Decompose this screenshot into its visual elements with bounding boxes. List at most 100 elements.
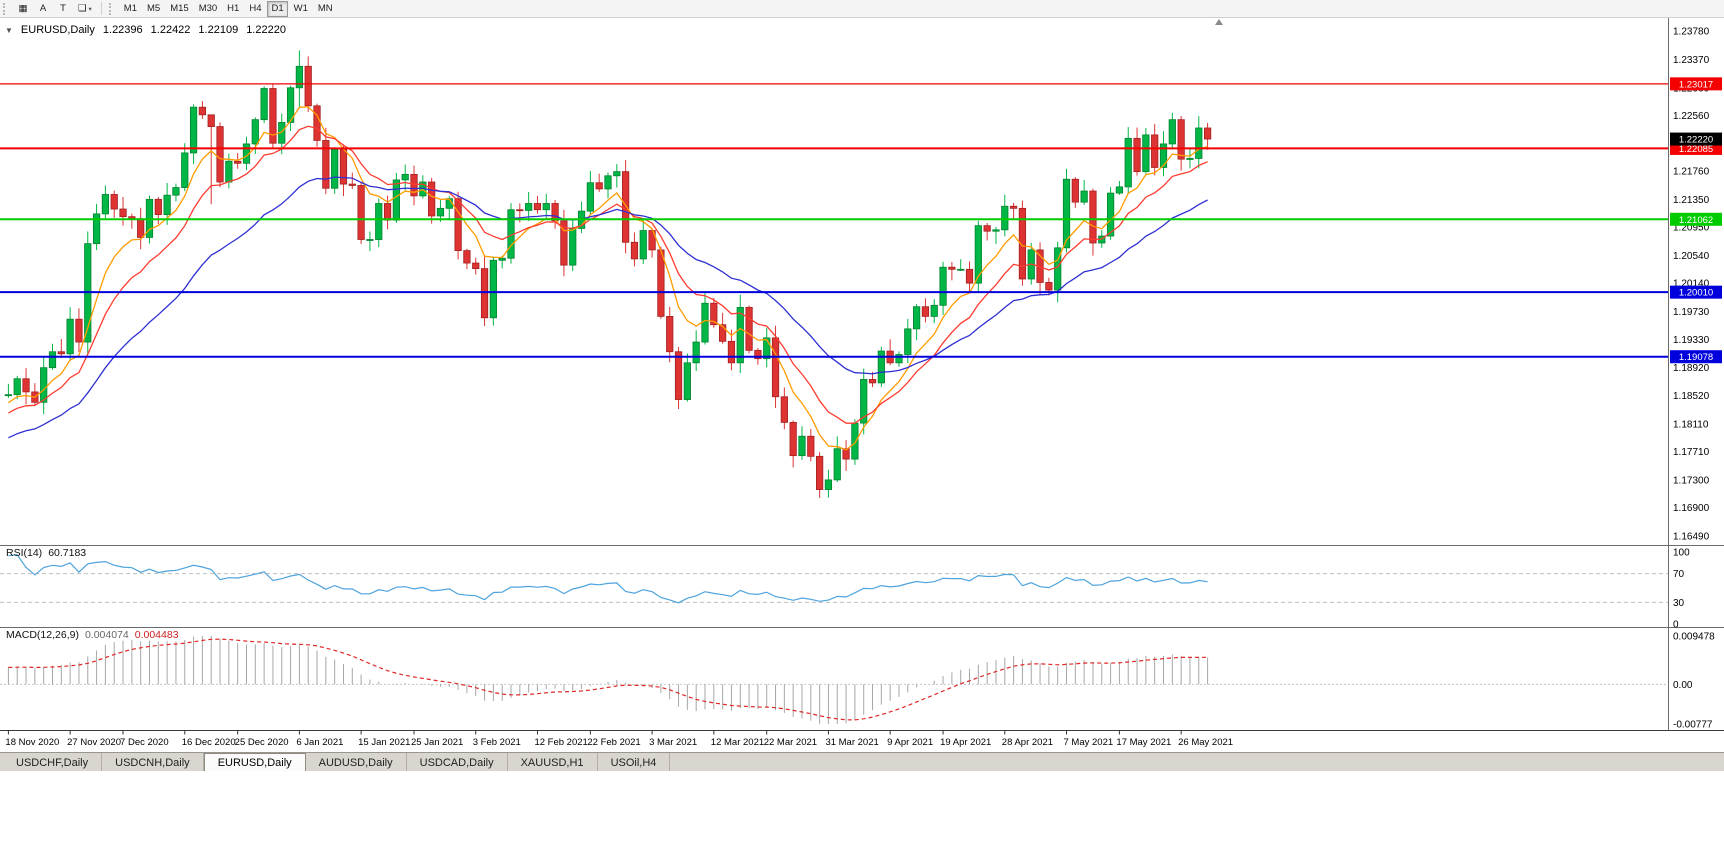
svg-text:3 Mar 2021: 3 Mar 2021 <box>649 737 697 748</box>
text-tool-button[interactable]: A <box>34 1 52 17</box>
chart-svg: 1.237801.233701.229601.225601.217601.213… <box>0 18 1724 748</box>
timeframe-mn[interactable]: MN <box>314 1 337 17</box>
svg-text:0: 0 <box>1673 620 1679 631</box>
svg-text:1.17300: 1.17300 <box>1673 475 1710 486</box>
rsi-value: 60.7183 <box>48 547 87 559</box>
svg-text:1.20950: 1.20950 <box>1673 223 1710 234</box>
svg-text:1.19730: 1.19730 <box>1673 307 1710 318</box>
hlines-layer <box>0 83 1669 358</box>
svg-text:1.22560: 1.22560 <box>1673 111 1710 122</box>
chart-canvas[interactable]: 1.237801.233701.229601.225601.217601.213… <box>0 18 1724 752</box>
toolbar-drag-handle-2[interactable] <box>108 2 115 15</box>
chart-symbol-label: EURUSD,Daily <box>20 24 95 36</box>
svg-text:15 Jan 2021: 15 Jan 2021 <box>358 737 410 748</box>
svg-text:7 May 2021: 7 May 2021 <box>1064 737 1114 748</box>
tab-usdcnh-daily[interactable]: USDCNH,Daily <box>102 753 204 771</box>
svg-text:1.18920: 1.18920 <box>1673 363 1710 374</box>
svg-text:6 Jan 2021: 6 Jan 2021 <box>296 737 343 748</box>
svg-text:17 May 2021: 17 May 2021 <box>1116 737 1171 748</box>
chart-shift-marker-icon[interactable] <box>1215 19 1223 25</box>
timeframe-m1[interactable]: M1 <box>120 1 141 17</box>
macd-value: 0.004074 <box>84 629 129 641</box>
timeframe-m30[interactable]: M30 <box>195 1 221 17</box>
timeframe-d1[interactable]: D1 <box>267 0 288 17</box>
indicator-guides-layer <box>0 573 1669 685</box>
svg-text:1.21760: 1.21760 <box>1673 166 1710 177</box>
dropdown-caret-icon: ▾ <box>88 5 92 13</box>
toolbar-separator-1 <box>100 2 102 15</box>
svg-text:1.18520: 1.18520 <box>1673 391 1710 402</box>
svg-text:27 Nov 2020: 27 Nov 2020 <box>67 737 121 748</box>
svg-text:1.19078: 1.19078 <box>1679 352 1713 363</box>
tab-usoil-h4[interactable]: USOil,H4 <box>598 753 671 771</box>
svg-text:12 Feb 2021: 12 Feb 2021 <box>534 737 587 748</box>
tab-eurusd-daily[interactable]: EURUSD,Daily <box>203 753 306 771</box>
rsi-name: RSI(14) <box>6 547 43 559</box>
timeframe-h4[interactable]: H4 <box>245 1 265 17</box>
svg-text:0.009478: 0.009478 <box>1673 632 1715 643</box>
svg-text:70: 70 <box>1673 569 1685 580</box>
timeframe-w1[interactable]: W1 <box>290 1 312 17</box>
svg-text:22 Mar 2021: 22 Mar 2021 <box>764 737 817 748</box>
axes-layer: 1.237801.233701.229601.225601.217601.213… <box>0 18 1724 731</box>
timeframe-h1[interactable]: H1 <box>223 1 243 17</box>
ohlc-high: 1.22422 <box>150 24 191 36</box>
svg-text:1.23017: 1.23017 <box>1679 79 1713 90</box>
svg-text:26 May 2021: 26 May 2021 <box>1178 737 1233 748</box>
timeframe-toolbar: M1 M5 M15 M30 H1 H4 D1 W1 MN <box>119 0 338 17</box>
svg-text:7 Dec 2020: 7 Dec 2020 <box>120 737 169 748</box>
objects-icon: ❏ <box>78 3 87 14</box>
svg-text:1.17710: 1.17710 <box>1673 447 1710 458</box>
tab-usdcad-daily[interactable]: USDCAD,Daily <box>407 753 508 771</box>
svg-text:100: 100 <box>1673 548 1690 559</box>
svg-text:1.16490: 1.16490 <box>1673 532 1710 543</box>
time-axis-layer: 18 Nov 2020 27 Nov 2020 7 Dec 2020 16 Dec 2… <box>5 730 1233 748</box>
svg-text:25 Dec 2020: 25 Dec 2020 <box>235 737 289 748</box>
tab-usdchf-daily[interactable]: USDCHF,Daily <box>3 753 103 771</box>
svg-text:0.00: 0.00 <box>1673 680 1693 691</box>
chart-ohlc-readout: ▼ EURUSD,Daily 1.22396 1.22422 1.22109 1… <box>5 24 286 36</box>
svg-text:30: 30 <box>1673 598 1685 609</box>
svg-text:1.18110: 1.18110 <box>1673 419 1709 430</box>
tab-audusd-daily[interactable]: AUDUSD,Daily <box>306 753 407 771</box>
timeframe-m5[interactable]: M5 <box>143 1 164 17</box>
svg-text:18 Nov 2020: 18 Nov 2020 <box>5 737 59 748</box>
macd-layer <box>7 636 1209 724</box>
moving-averages-layer <box>8 106 1208 451</box>
svg-text:1.23370: 1.23370 <box>1673 55 1710 66</box>
macd-label: MACD(12,26,9) 0.004074 0.004483 <box>6 629 179 641</box>
chart-grid-icon[interactable]: ▦ <box>14 1 32 17</box>
svg-text:1.21350: 1.21350 <box>1673 195 1710 206</box>
svg-text:1.20010: 1.20010 <box>1679 288 1713 299</box>
svg-text:1.23780: 1.23780 <box>1673 27 1710 38</box>
main-toolbar: ▦ A T ❏ ▾ M1 M5 M15 M30 H1 H4 D1 W1 MN <box>0 0 1724 18</box>
ohlc-low: 1.22109 <box>198 24 239 36</box>
type-tool-button[interactable]: T <box>54 1 72 17</box>
symbol-dropdown-icon[interactable]: ▼ <box>5 25 13 35</box>
chart-tab-bar: USDCHF,Daily USDCNH,Daily EURUSD,Daily AUDU… <box>0 752 1724 771</box>
svg-text:1.22220: 1.22220 <box>1679 135 1713 146</box>
svg-text:12 Mar 2021: 12 Mar 2021 <box>711 737 764 748</box>
svg-text:1.19330: 1.19330 <box>1673 335 1710 346</box>
svg-text:31 Mar 2021: 31 Mar 2021 <box>825 737 878 748</box>
rsi-layer <box>8 554 1208 604</box>
tab-xauusd-h1[interactable]: XAUUSD,H1 <box>508 753 598 771</box>
objects-menu-button[interactable]: ❏ ▾ <box>74 1 96 17</box>
svg-text:22 Feb 2021: 22 Feb 2021 <box>587 737 640 748</box>
svg-text:1.20140: 1.20140 <box>1673 279 1710 290</box>
svg-text:1.20540: 1.20540 <box>1673 251 1710 262</box>
toolbar-drag-handle-1[interactable] <box>3 2 9 15</box>
svg-text:1.21062: 1.21062 <box>1679 215 1713 226</box>
svg-text:16 Dec 2020: 16 Dec 2020 <box>182 737 236 748</box>
macd-signal-value: 0.004483 <box>134 629 179 641</box>
ohlc-close: 1.22220 <box>246 24 286 36</box>
rsi-label: RSI(14) 60.7183 <box>6 547 86 559</box>
svg-text:1.16900: 1.16900 <box>1673 503 1710 514</box>
svg-text:25 Jan 2021: 25 Jan 2021 <box>411 737 463 748</box>
svg-text:28 Apr 2021: 28 Apr 2021 <box>1002 737 1053 748</box>
ohlc-open: 1.22396 <box>102 24 143 36</box>
svg-text:9 Apr 2021: 9 Apr 2021 <box>887 737 933 748</box>
svg-text:3 Feb 2021: 3 Feb 2021 <box>473 737 521 748</box>
timeframe-m15[interactable]: M15 <box>166 1 192 17</box>
